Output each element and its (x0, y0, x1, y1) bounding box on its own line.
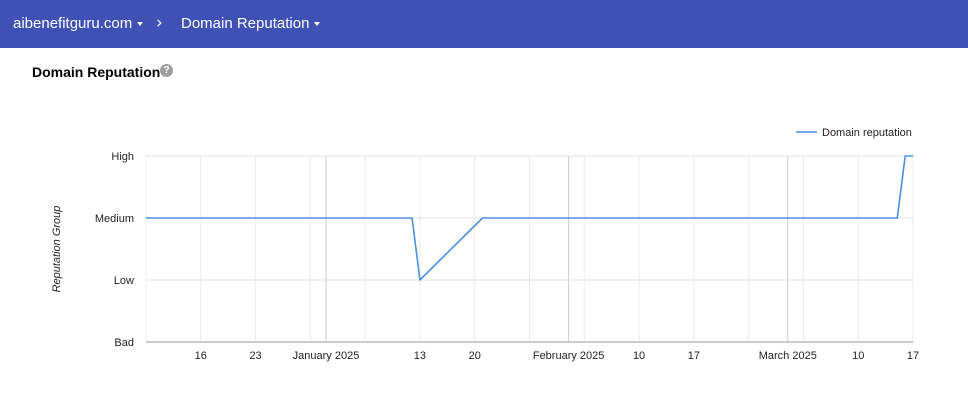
page-selector-label: Domain Reputation (181, 15, 310, 32)
chevron-right-icon: › (156, 13, 163, 33)
x-tick-label: 10 (633, 350, 645, 362)
top-app-bar: aibenefitguru.com › Domain Reputation (0, 0, 968, 48)
legend-label: Domain reputation (822, 127, 912, 139)
y-tick-label: High (111, 151, 134, 163)
x-tick-label: 10 (852, 350, 864, 362)
y-axis-label: Reputation Group (51, 206, 63, 293)
help-circle-icon[interactable]: ? (160, 64, 173, 77)
domain-selector[interactable]: aibenefitguru.com (13, 15, 144, 32)
y-tick-label: Bad (114, 337, 134, 349)
y-tick-label: Low (114, 275, 134, 287)
section-title: Domain Reputation (32, 64, 161, 80)
x-tick-label: 13 (414, 350, 426, 362)
x-tick-label: 16 (195, 350, 207, 362)
x-tick-label: February 2025 (533, 350, 605, 362)
page-selector[interactable]: Domain Reputation (181, 15, 321, 32)
x-tick-label: March 2025 (759, 350, 817, 362)
x-tick-label: 17 (688, 350, 700, 362)
y-tick-label: Medium (95, 213, 134, 225)
domain-selector-label: aibenefitguru.com (13, 15, 133, 32)
x-tick-label: January 2025 (293, 350, 360, 362)
x-tick-label: 23 (249, 350, 261, 362)
caret-down-icon (314, 22, 321, 26)
x-tick-label: 20 (469, 350, 481, 362)
caret-down-icon (137, 22, 144, 26)
x-tick-label: 17 (907, 350, 919, 362)
